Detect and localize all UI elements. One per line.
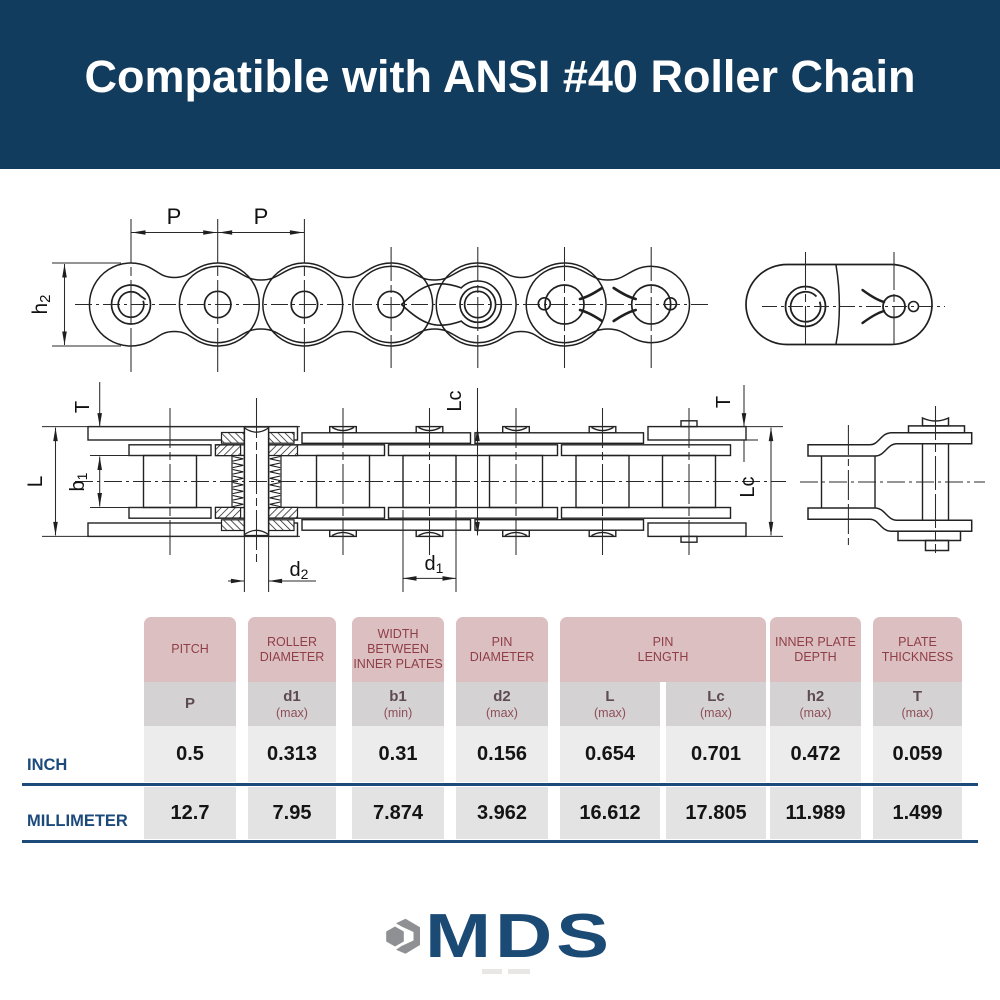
svg-text:d2: d2 [290,559,309,582]
svg-text:Lc: Lc [444,390,466,411]
svg-text:L: L [24,476,47,488]
svg-text:h2: h2 [29,294,54,314]
svg-text:T: T [713,396,735,408]
svg-text:Lc: Lc [737,476,759,497]
svg-text:T: T [72,401,94,413]
svg-text:P: P [254,204,269,229]
svg-text:b1: b1 [67,472,90,491]
svg-text:d1: d1 [425,553,444,576]
svg-text:P: P [167,204,182,229]
